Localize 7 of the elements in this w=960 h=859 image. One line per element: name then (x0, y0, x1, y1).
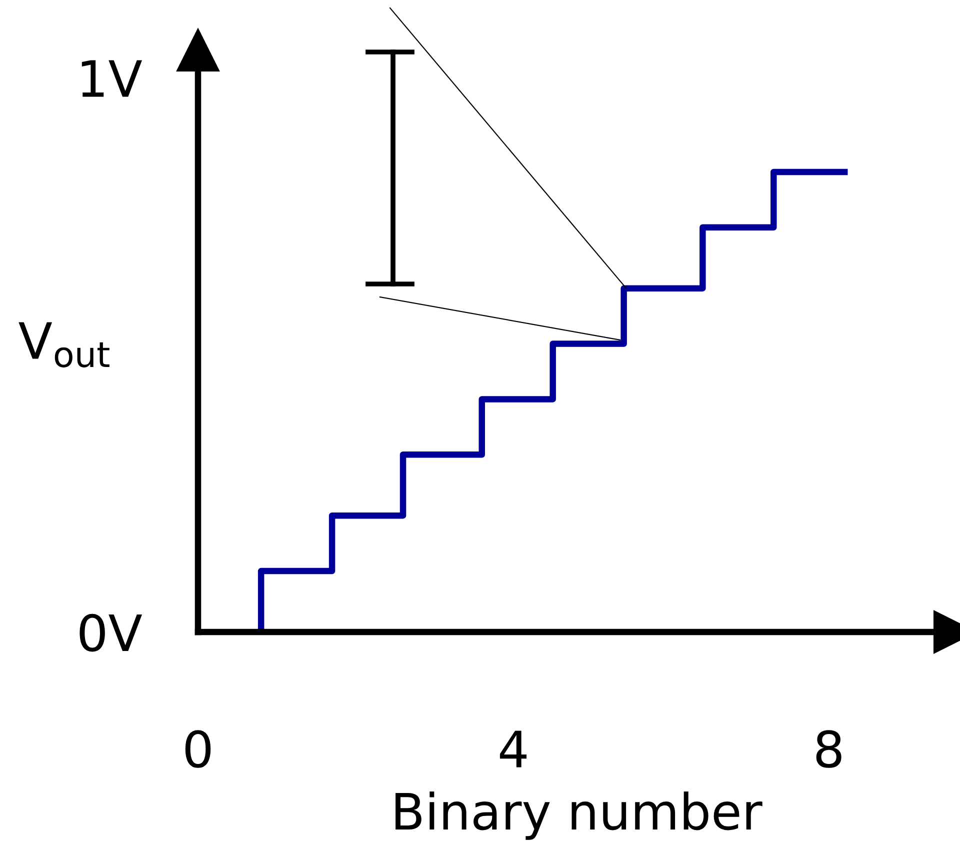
x-tick-label: 0 (185, 730, 211, 768)
y-axis-title: V$_{out}$ (18, 322, 110, 368)
x-axis-title: Binary number (396, 792, 762, 840)
x-tick-label: 8 (816, 730, 842, 768)
y-tick-label: 1V (82, 60, 142, 97)
x-tick-label: 4 (500, 730, 527, 768)
y-tick-label: 0V (80, 614, 142, 652)
